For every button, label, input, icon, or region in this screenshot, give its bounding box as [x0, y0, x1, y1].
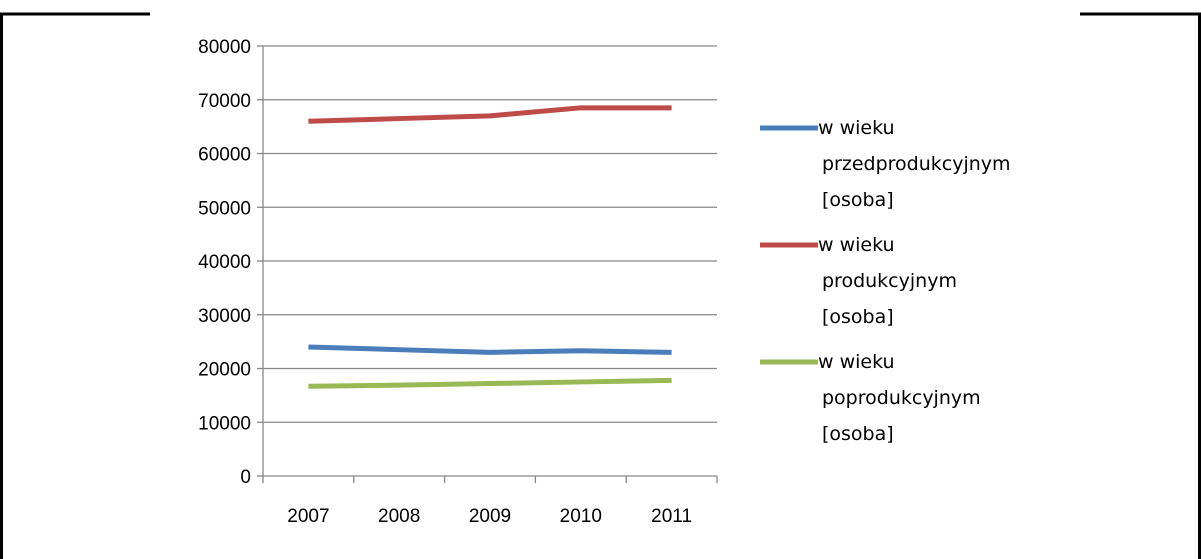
y-axis-tick-labels: 0 10000 20000 30000 40000 50000 60000 70000 8000… — [198, 37, 251, 488]
legend: w wieku przedprodukcyjnym [osoba] w wieku pr… — [760, 117, 1011, 445]
y-tick-label: 70000 — [198, 91, 251, 112]
gridlines — [263, 45, 717, 423]
legend-label-line: w wieku — [818, 351, 895, 373]
x-axis-tick-labels: 2007 2008 2009 2010 2011 — [287, 506, 692, 527]
x-tick-label: 2009 — [469, 506, 511, 527]
legend-label-line: w wieku — [818, 234, 895, 256]
y-tick-label: 20000 — [198, 360, 251, 381]
series-line-2 — [308, 377, 672, 389]
legend-label-line: w wieku — [818, 117, 895, 139]
y-tick-label: 80000 — [198, 37, 251, 58]
chart-border — [0, 12, 1201, 559]
x-tick-label: 2007 — [287, 506, 329, 527]
y-tick-label: 60000 — [198, 145, 251, 166]
legend-label-line: przedprodukcyjnym — [822, 153, 1011, 175]
legend-label-line: [osoba] — [822, 189, 894, 211]
series-line-1 — [308, 105, 672, 124]
x-tick-label: 2008 — [378, 506, 420, 527]
series-lines — [308, 105, 672, 389]
x-tick-label: 2011 — [651, 506, 692, 527]
y-tick-label: 10000 — [198, 413, 251, 434]
legend-label-line: poprodukcyjnym — [822, 387, 981, 409]
y-tick-label: 50000 — [198, 198, 251, 219]
legend-label-line: [osoba] — [822, 306, 894, 328]
y-tick-label: 30000 — [198, 306, 251, 327]
series-line-0 — [308, 344, 672, 355]
legend-label-line: produkcyjnym — [822, 270, 957, 292]
axes — [257, 45, 718, 483]
y-tick-label: 0 — [240, 467, 251, 488]
legend-label-line: [osoba] — [822, 423, 894, 445]
x-tick-label: 2010 — [560, 506, 602, 527]
y-tick-label: 40000 — [198, 252, 251, 273]
legend-entry-2: w wieku poprodukcyjnym [osoba] — [760, 351, 981, 445]
legend-entry-1: w wieku produkcyjnym [osoba] — [760, 234, 957, 328]
legend-entry-0: w wieku przedprodukcyjnym [osoba] — [760, 117, 1011, 211]
